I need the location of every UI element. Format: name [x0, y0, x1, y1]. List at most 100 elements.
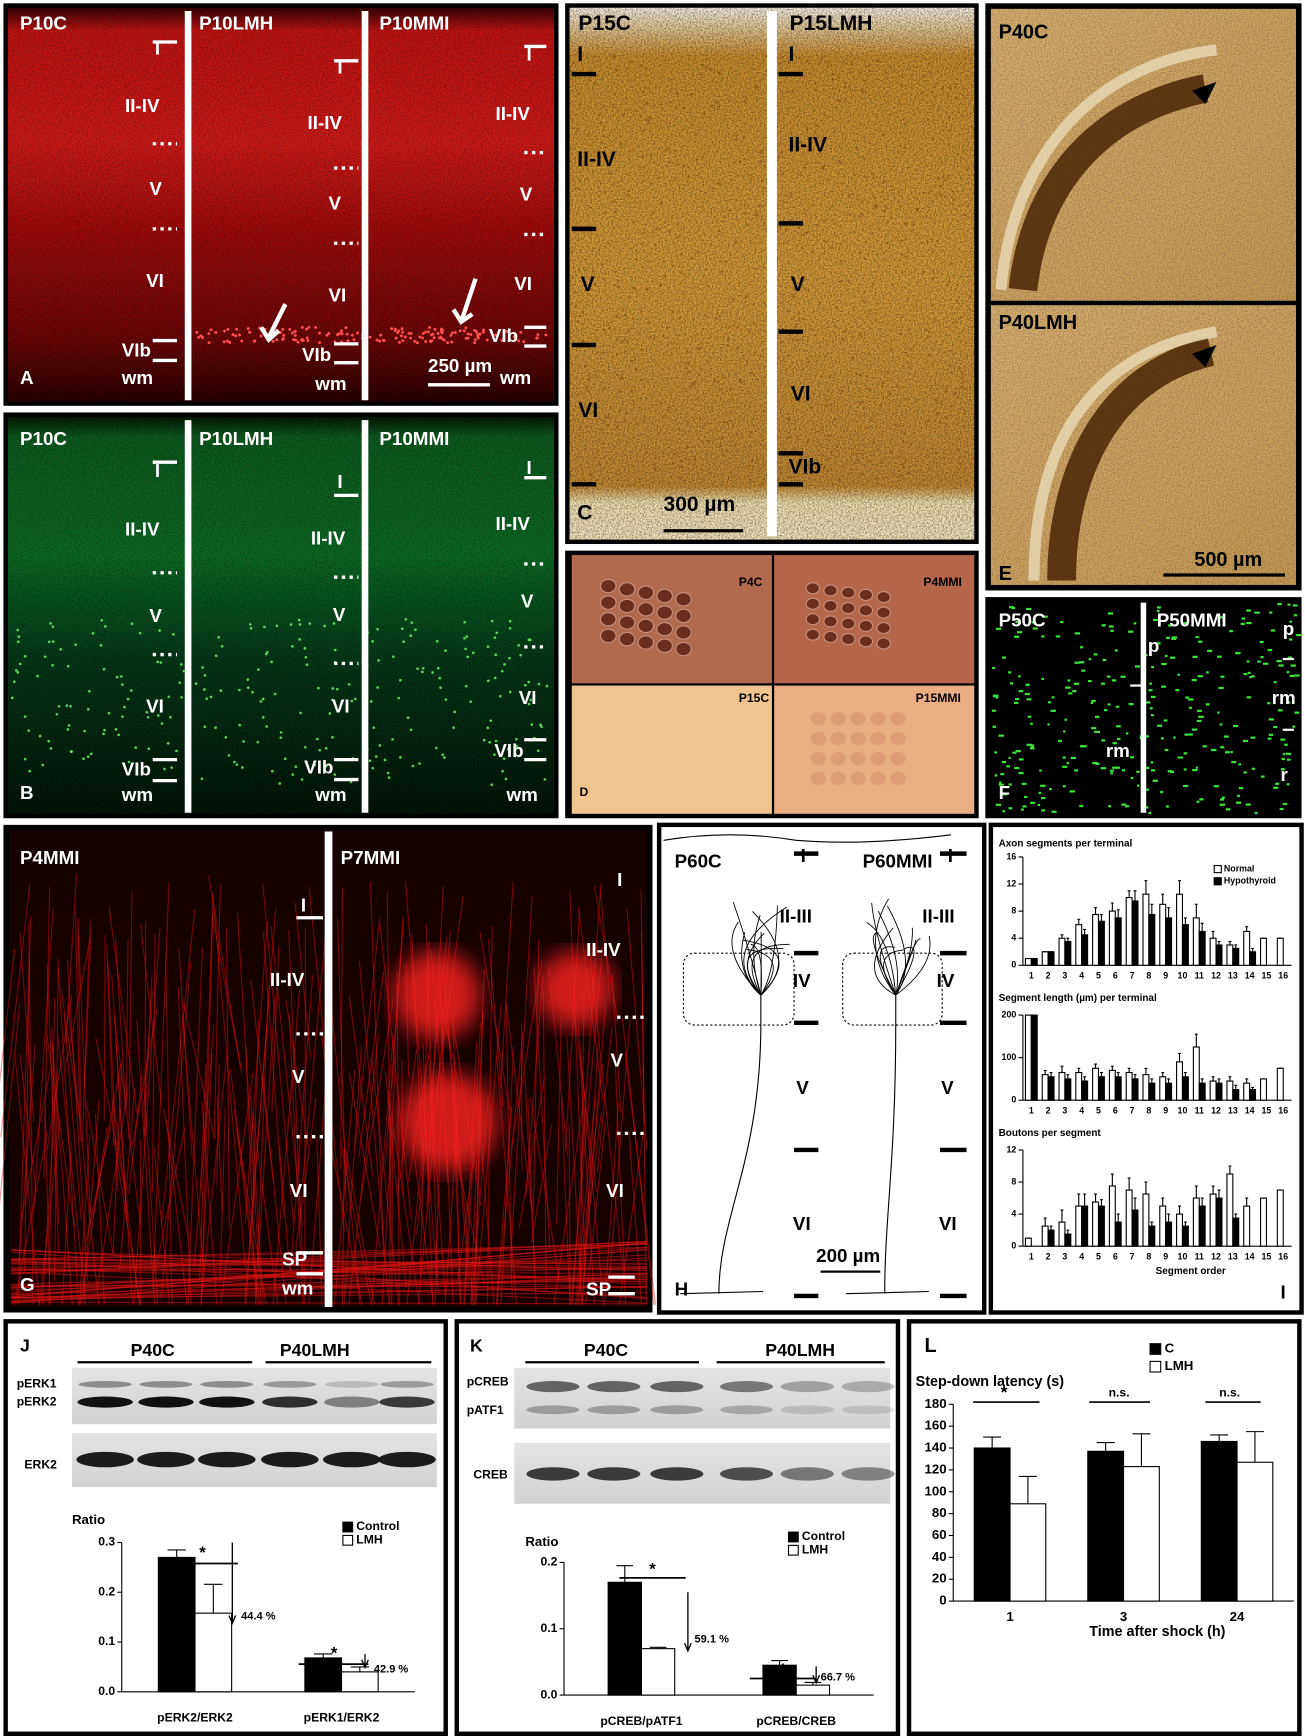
- cell: [1279, 807, 1284, 811]
- cell: [928, 71, 931, 74]
- cell: [946, 95, 949, 99]
- cell: [1137, 784, 1140, 787]
- fiber: [144, 921, 147, 1136]
- cell: [324, 764, 328, 768]
- cell: [915, 304, 918, 308]
- cell: [717, 105, 720, 109]
- cell: [888, 392, 892, 396]
- y-tick-label: 40: [932, 1549, 947, 1564]
- cell: [726, 422, 729, 426]
- cell: [1198, 640, 1203, 643]
- cell: [393, 327, 397, 331]
- panel-label: G: [20, 1274, 35, 1295]
- cell: [992, 725, 997, 728]
- annotation: 42.9 %: [374, 1664, 409, 1676]
- bar: [1097, 1205, 1105, 1247]
- cell: [728, 209, 731, 212]
- cell: [642, 232, 646, 235]
- cell-layer: [995, 44, 1218, 291]
- cell: [854, 453, 858, 456]
- error-bar: [1077, 1067, 1081, 1073]
- cell: [956, 395, 960, 399]
- cell: [885, 77, 888, 80]
- bar: [762, 1664, 797, 1696]
- cell: [948, 349, 952, 353]
- cell: [433, 327, 437, 331]
- cell: [948, 86, 951, 89]
- annotation: *: [199, 1543, 206, 1562]
- cell: [727, 338, 730, 341]
- cell: [214, 330, 218, 334]
- bar: [1081, 1205, 1089, 1247]
- cell: [931, 250, 935, 253]
- cell: [662, 416, 665, 419]
- cell: [891, 283, 895, 287]
- legend-label: Hypothyroid: [1224, 876, 1276, 886]
- bar: [1232, 1217, 1240, 1247]
- cell: [18, 662, 22, 666]
- cell: [323, 624, 326, 628]
- cell: [303, 647, 307, 650]
- cell: [798, 173, 802, 176]
- cell: [617, 279, 620, 283]
- cell: [428, 325, 432, 329]
- cell: [941, 175, 945, 179]
- bar: [1092, 1067, 1100, 1101]
- cell: [795, 435, 799, 439]
- cell: [494, 739, 498, 743]
- error-bar: [1150, 903, 1154, 915]
- cell: [527, 638, 531, 642]
- y-tick-label: 0.2: [98, 1584, 115, 1598]
- cell: [339, 331, 343, 335]
- cell: [411, 764, 415, 768]
- cell: [1092, 761, 1098, 765]
- fiber: [0, 884, 31, 1138]
- bar: [1232, 947, 1240, 966]
- cell: [926, 335, 929, 339]
- bar: [1075, 1205, 1083, 1247]
- cell: [1287, 701, 1291, 704]
- cell: [515, 737, 518, 741]
- cell: [158, 629, 161, 632]
- cell: [1087, 679, 1092, 683]
- blot-band: [719, 1467, 774, 1481]
- cell: [201, 666, 205, 669]
- cell: [1286, 783, 1290, 786]
- cell: [55, 712, 59, 716]
- cell: [1220, 675, 1225, 678]
- cell: [872, 282, 875, 286]
- bar: [1092, 1201, 1100, 1247]
- panel-label: VI: [146, 696, 164, 717]
- cell: [582, 414, 585, 418]
- error-bar: [1200, 1197, 1204, 1207]
- cell: [293, 329, 297, 333]
- cell: [868, 142, 871, 145]
- error-bar: [1144, 880, 1148, 895]
- error-bar: [1083, 928, 1087, 935]
- cell: [864, 175, 867, 178]
- x-tick-label: 16: [1278, 1252, 1288, 1262]
- cell: [466, 332, 470, 336]
- cell: [41, 763, 45, 767]
- cell: [1195, 766, 1199, 769]
- cell: [627, 296, 631, 299]
- panel-label: IV: [793, 970, 811, 991]
- cell: [28, 769, 31, 773]
- x-tick-label: 1: [1006, 1609, 1013, 1624]
- cell: [802, 233, 805, 237]
- cell: [282, 334, 285, 337]
- fiber: [611, 975, 622, 1112]
- error-bar: [1094, 1193, 1098, 1203]
- cell: [828, 374, 832, 378]
- cell: [994, 774, 998, 777]
- cell: [682, 165, 686, 168]
- error-bar: [1251, 1086, 1255, 1090]
- cell: [418, 762, 421, 765]
- bar: [1047, 1076, 1055, 1101]
- error-bar: [1077, 918, 1081, 925]
- bar: [1097, 920, 1105, 966]
- cell: [657, 432, 660, 435]
- cell: [941, 87, 944, 90]
- cell: [1130, 776, 1134, 780]
- cell: [604, 212, 607, 215]
